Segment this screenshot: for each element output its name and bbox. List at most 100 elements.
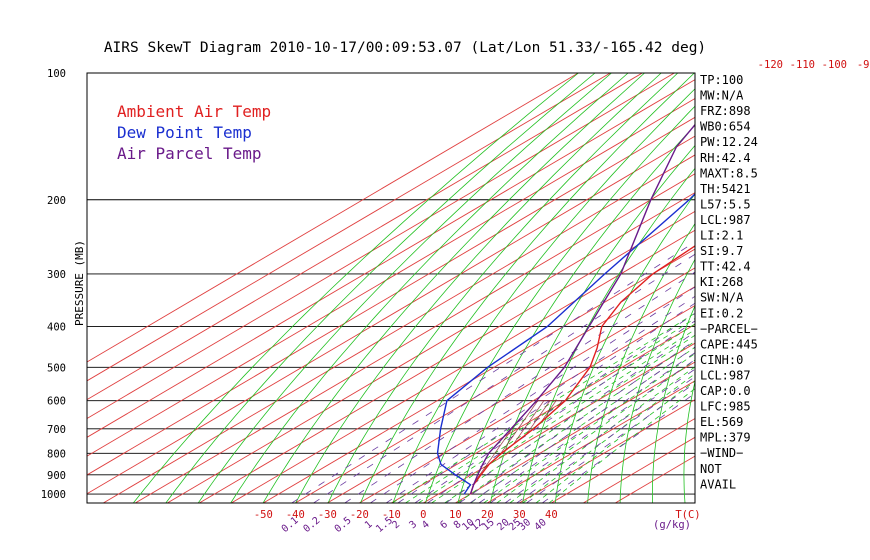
index-line: −PARCEL− xyxy=(700,322,758,336)
index-line: CAPE:445 xyxy=(700,337,758,351)
plot-frame xyxy=(86,72,696,504)
dry-adiabat-line xyxy=(802,73,870,503)
moist-adiabat-line xyxy=(392,312,695,503)
pressure-tick-label: 900 xyxy=(47,470,66,482)
index-line: MAXT:8.5 xyxy=(700,166,758,180)
mixing-ratio-line xyxy=(427,320,695,503)
moist-adiabat-line xyxy=(483,353,695,503)
isotherm-line xyxy=(391,323,695,503)
index-line: RH:42.4 xyxy=(700,151,751,165)
index-line: LI:2.1 xyxy=(700,229,743,243)
isotherm-line xyxy=(87,73,675,419)
dry-adiabat-line xyxy=(489,144,695,503)
dry-adiabat-line xyxy=(165,73,596,503)
mixing-ratio-line xyxy=(445,331,695,503)
mixing-ratio-line xyxy=(526,382,695,503)
pressure-tick-label: 500 xyxy=(47,362,66,374)
bottom-temp-tick-label: 40 xyxy=(545,509,558,521)
mixing-ratio-tick-label: 4 xyxy=(420,519,432,531)
isotherm-line xyxy=(87,73,643,401)
isotherm-line xyxy=(295,267,695,503)
isotherm-line xyxy=(87,97,695,457)
index-line: AVAIL xyxy=(700,477,736,491)
mixing-ratio-line xyxy=(291,241,695,503)
bottom-temp-tick-label: 30 xyxy=(513,509,526,521)
isotherm-line xyxy=(519,399,695,503)
dry-adiabat-line xyxy=(554,193,695,503)
mixing-ratio-tick-label: 2 xyxy=(390,519,402,531)
index-line: MW:N/A xyxy=(700,89,744,103)
isotherm-line xyxy=(87,73,579,363)
dry-adiabat-line xyxy=(360,73,695,503)
index-line: L57:5.5 xyxy=(700,197,751,211)
dry-adiabat-line xyxy=(457,124,695,503)
isotherm-line xyxy=(455,361,695,503)
moist-adiabat-line xyxy=(522,373,695,503)
top-temp-tick-label: -100 xyxy=(822,59,847,71)
moist-adiabat-line xyxy=(548,388,695,503)
bottom-temp-tick-label: -50 xyxy=(254,509,273,521)
isotherm-line xyxy=(231,229,695,503)
mixing-ratio-line xyxy=(469,346,695,503)
mixing-ratio-line xyxy=(490,359,695,503)
pressure-axis-label: PRESSURE (MB) xyxy=(73,240,86,326)
index-line: SI:9.7 xyxy=(700,244,743,258)
bottom-temp-tick-label: 20 xyxy=(481,509,494,521)
legend: Ambient Air Temp Dew Point Temp Air Parc… xyxy=(117,102,271,163)
index-line: WB0:654 xyxy=(700,120,751,134)
index-line: TH:5421 xyxy=(700,182,751,196)
isotherm-line xyxy=(103,154,695,503)
dry-adiabat-line xyxy=(856,73,870,503)
air-parcel-temp-line xyxy=(469,123,695,495)
dry-adiabat-line xyxy=(829,73,870,503)
isotherm-line xyxy=(327,286,695,503)
index-line: KI:268 xyxy=(700,275,743,289)
dry-adiabat-line xyxy=(587,222,695,503)
dry-adiabat-line xyxy=(683,379,695,503)
legend-air-parcel-temp: Air Parcel Temp xyxy=(117,144,262,163)
index-line: LFC:985 xyxy=(700,400,751,414)
pressure-tick-label: 700 xyxy=(47,424,66,436)
bottom-temp-tick-label: 0 xyxy=(420,509,426,521)
top-temp-tick-label: -110 xyxy=(790,59,815,71)
index-line: LCL:987 xyxy=(700,213,751,227)
index-line: NOT xyxy=(700,462,722,476)
pressure-tick-label: 100 xyxy=(47,68,66,80)
isotherm-line xyxy=(487,380,695,503)
index-line: SW:N/A xyxy=(700,291,744,305)
pressure-tick-label: 1000 xyxy=(41,489,66,501)
bottom-temp-tick-label: -10 xyxy=(382,509,401,521)
index-line: MPL:379 xyxy=(700,431,751,445)
mixing-ratio-tick-label: 1 xyxy=(363,519,375,531)
index-line: EL:569 xyxy=(700,415,743,429)
top-temp-tick-label: -90 xyxy=(857,59,870,71)
dry-adiabat-line xyxy=(773,73,870,503)
pressure-tick-label: 400 xyxy=(47,322,66,334)
dry-adiabat-line xyxy=(327,73,679,503)
isotherm-line xyxy=(87,79,695,438)
index-line: CINH:0 xyxy=(700,353,743,367)
mixing-ratio-line xyxy=(385,295,695,503)
pressure-tick-label: 600 xyxy=(47,396,66,408)
dry-adiabat-line xyxy=(295,73,662,503)
dew-point-temp-line xyxy=(436,192,695,495)
bottom-temp-tick-label: 10 xyxy=(449,509,462,521)
isotherm-line xyxy=(167,192,695,503)
dry-adiabat-line xyxy=(522,167,695,503)
isotherm-line xyxy=(135,173,695,503)
mixing-ratio-line xyxy=(478,352,695,503)
mixing-ratio-line xyxy=(459,339,695,503)
legend-dew-point-temp: Dew Point Temp xyxy=(117,123,252,142)
index-line: TP:100 xyxy=(700,73,743,87)
isotherm-line xyxy=(423,342,695,503)
dry-adiabat-line xyxy=(392,88,695,503)
isotherm-line xyxy=(199,210,695,503)
chart-title: AIRS SkewT Diagram 2010-10-17/00:09:53.0… xyxy=(104,40,706,56)
dry-adiabat-line xyxy=(652,304,695,503)
dry-adiabat-line xyxy=(132,73,579,503)
index-line: CAP:0.0 xyxy=(700,384,751,398)
index-line: FRZ:898 xyxy=(700,104,751,118)
pressure-tick-label: 800 xyxy=(47,448,66,460)
bottom-temp-tick-label: -30 xyxy=(318,509,337,521)
